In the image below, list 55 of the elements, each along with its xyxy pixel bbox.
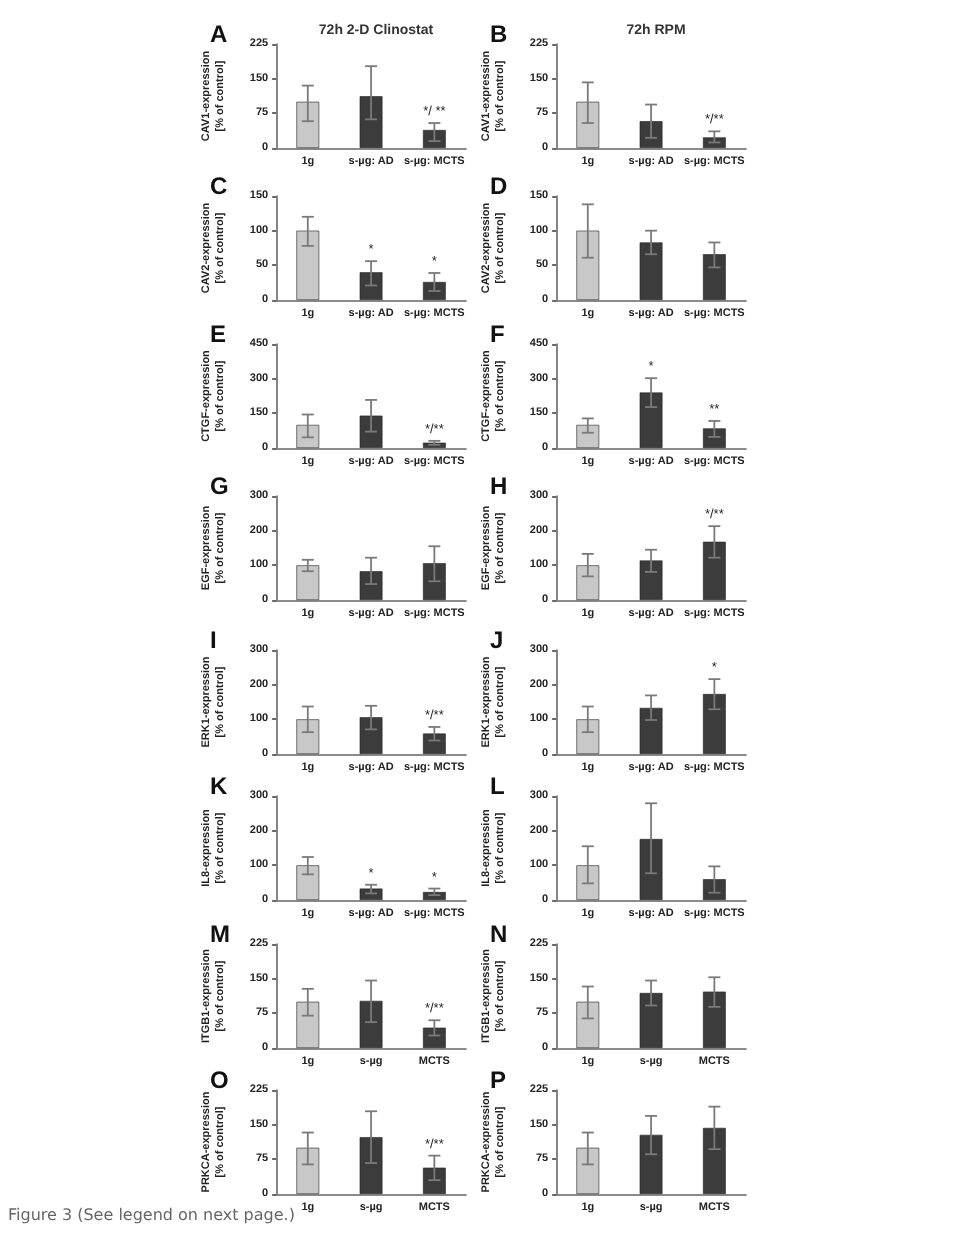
bar <box>576 101 600 148</box>
chart-title: B <box>490 20 508 48</box>
bar <box>296 230 320 300</box>
bar <box>359 1000 383 1048</box>
chart-title: L <box>490 772 505 800</box>
bar <box>296 1001 320 1048</box>
bar <box>422 733 446 754</box>
bar <box>702 694 726 754</box>
bar <box>576 424 600 448</box>
bar <box>422 1167 446 1194</box>
chart-title: J <box>490 626 504 654</box>
bar <box>639 838 663 900</box>
chart-title: F <box>490 320 505 348</box>
caption: Figure 3 (See legend on next page.) <box>8 1206 295 1224</box>
bar <box>296 101 320 148</box>
bar <box>359 272 383 300</box>
bar <box>359 1137 383 1194</box>
bar <box>576 230 600 300</box>
bar <box>576 719 600 754</box>
bar <box>702 1127 726 1194</box>
bar <box>576 1147 600 1194</box>
bar <box>422 281 446 300</box>
chart-title: G <box>210 472 229 500</box>
bar <box>576 865 600 900</box>
bar <box>296 719 320 754</box>
bar <box>359 96 383 148</box>
chart-title: P <box>490 1066 507 1094</box>
bar <box>359 888 383 900</box>
bar <box>639 242 663 300</box>
bar <box>422 1027 446 1048</box>
bar <box>359 717 383 754</box>
chart-title: E <box>210 320 227 348</box>
bar <box>702 254 726 300</box>
bar <box>296 1147 320 1194</box>
bar <box>296 865 320 900</box>
bar <box>576 565 600 600</box>
chart-title: K <box>210 772 228 800</box>
bar <box>639 560 663 600</box>
bar <box>639 1134 663 1194</box>
bar <box>702 541 726 600</box>
chart-title: A <box>210 20 228 48</box>
chart-title: I <box>210 626 217 654</box>
bar <box>639 707 663 754</box>
bar <box>702 428 726 448</box>
chart-title: N <box>490 920 508 948</box>
bar <box>359 415 383 448</box>
bar <box>296 424 320 448</box>
chart-title: O <box>210 1066 229 1094</box>
bar <box>639 392 663 448</box>
chart-title: D <box>490 172 508 200</box>
bar <box>639 121 663 148</box>
chart-title: M <box>210 920 230 948</box>
chart-title: H <box>490 472 508 500</box>
bar <box>702 137 726 148</box>
chart-title: C <box>210 172 228 200</box>
